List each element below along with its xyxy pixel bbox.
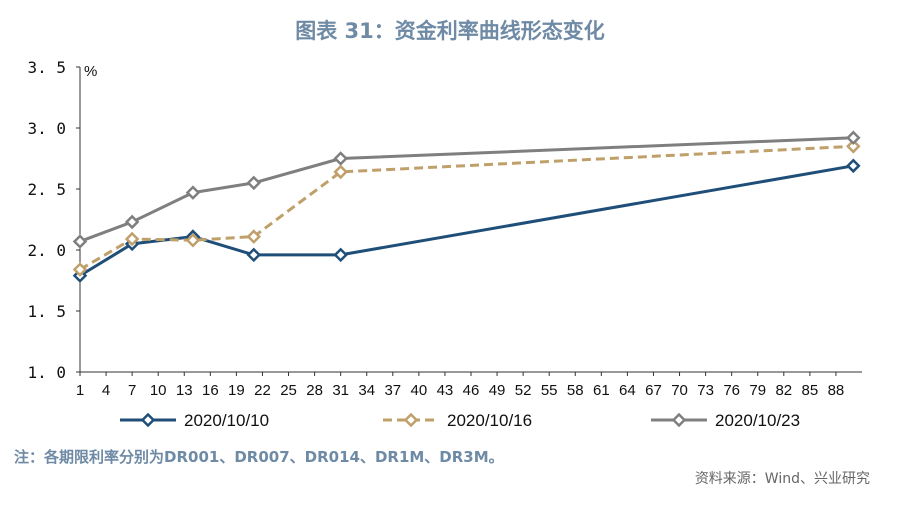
x-tick-label: 61	[593, 382, 610, 399]
y-axis-label: %	[84, 63, 97, 80]
series-line	[79, 164, 854, 277]
x-tick-label: 16	[202, 382, 219, 399]
data-point	[846, 139, 861, 154]
x-ticks: 1 4 7 10 13 16 19 22 25 28 31 34 37 40 43 46 49 52 55 58 61 6…	[76, 372, 844, 399]
x-tick-label: 13	[176, 382, 193, 399]
legend-label: 2020/10/16	[447, 411, 532, 430]
y-tick-label: 1. 0	[27, 363, 66, 382]
data-point	[72, 234, 88, 249]
y-tick-label: 1. 5	[27, 302, 66, 321]
x-tick-label: 79	[749, 382, 766, 399]
x-tick-label: 70	[671, 382, 688, 399]
x-tick-label: 52	[515, 382, 532, 399]
legend-marker	[403, 412, 419, 428]
data-point	[333, 151, 348, 166]
x-tick-label: 43	[437, 382, 454, 399]
x-tick-label: 19	[228, 382, 245, 399]
legend: 2020/10/10 2020/10/16 2020/10/23	[120, 411, 800, 430]
x-tick-label: 22	[254, 382, 271, 399]
x-tick-label: 58	[567, 382, 584, 399]
data-point	[185, 185, 201, 200]
data-point	[246, 175, 262, 191]
chart-source: 资料来源：Wind、兴业研究	[695, 471, 870, 487]
chart-title: 图表 31：资金利率曲线形态变化	[295, 19, 605, 43]
x-tick-label: 25	[280, 382, 297, 399]
data-point	[185, 232, 201, 248]
x-tick-label: 31	[332, 382, 349, 399]
y-tick-label: 3. 5	[27, 58, 66, 77]
x-tick-label: 46	[463, 382, 480, 399]
x-tick-label: 28	[306, 382, 323, 399]
x-tick-label: 1	[76, 382, 84, 399]
legend-label: 2020/10/23	[715, 411, 800, 430]
data-point	[124, 214, 140, 230]
series-group	[72, 130, 861, 283]
y-tick-label: 2. 5	[27, 180, 66, 199]
series-line	[79, 144, 854, 271]
x-tick-label: 7	[128, 382, 136, 399]
data-point	[72, 262, 88, 277]
legend-marker	[671, 412, 687, 428]
x-tick-label: 40	[411, 382, 428, 399]
legend-item: 2020/10/10	[120, 411, 269, 430]
data-point	[846, 158, 861, 174]
data-point	[246, 247, 262, 263]
x-tick-label: 49	[489, 382, 506, 399]
x-tick-label: 4	[102, 382, 110, 399]
x-tick-label: 82	[775, 382, 792, 399]
x-tick-label: 85	[802, 382, 819, 399]
x-tick-label: 10	[150, 382, 167, 399]
x-tick-label: 88	[828, 382, 845, 399]
series-2020/10/10	[72, 158, 861, 283]
data-point	[846, 130, 861, 146]
series-line	[79, 136, 854, 243]
x-tick-label: 55	[541, 382, 558, 399]
data-point	[246, 229, 262, 244]
legend-item: 2020/10/16	[383, 411, 532, 430]
legend-label: 2020/10/10	[184, 411, 269, 430]
x-tick-label: 73	[697, 382, 714, 399]
y-ticks: 1. 0 1. 5 2. 0 2. 5 3. 0 3. 5	[27, 58, 80, 382]
series-2020/10/23	[72, 130, 861, 249]
chart-note: 注：各期限利率分别为DR001、DR007、DR014、DR1M、DR3M。	[14, 448, 504, 466]
data-point	[333, 247, 348, 263]
x-tick-label: 67	[645, 382, 662, 399]
data-point	[124, 231, 140, 247]
data-point	[333, 164, 348, 180]
x-tick-label: 76	[723, 382, 740, 399]
x-tick-label: 34	[358, 382, 375, 399]
y-tick-label: 2. 0	[27, 241, 66, 260]
legend-marker	[140, 412, 156, 428]
x-tick-label: 64	[619, 382, 636, 399]
x-tick-label: 37	[384, 382, 401, 399]
legend-item: 2020/10/23	[651, 411, 800, 430]
series-2020/10/16	[72, 139, 861, 277]
y-tick-label: 3. 0	[27, 119, 66, 138]
